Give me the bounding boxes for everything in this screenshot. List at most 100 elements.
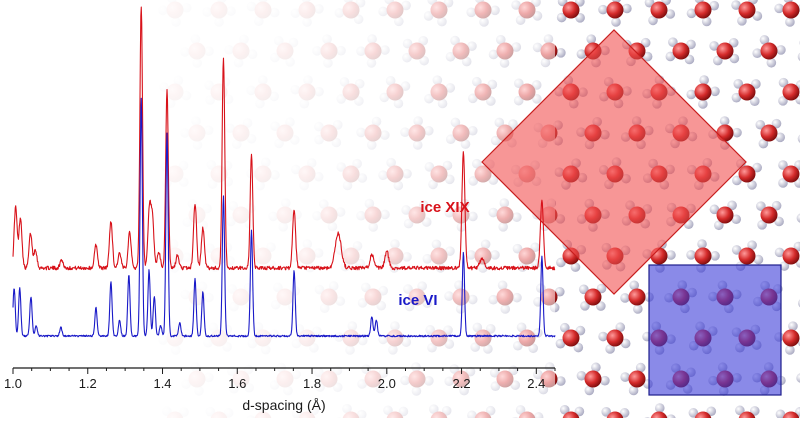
- oxygen-atom: [739, 84, 756, 101]
- oxygen-atom: [783, 2, 800, 19]
- hydrogen-atom: [666, 414, 676, 418]
- x-tick-label: 1.8: [303, 376, 321, 391]
- hydrogen-atom: [598, 5, 608, 15]
- oxygen-atom: [673, 43, 690, 60]
- hydrogen-atom: [720, 116, 730, 126]
- oxygen-atom: [695, 84, 712, 101]
- x-tick-label: 2.4: [527, 376, 545, 391]
- oxygen-atom: [585, 371, 602, 388]
- water-molecule: [756, 201, 784, 230]
- oxygen-atom: [761, 207, 778, 224]
- hydrogen-atom: [598, 332, 608, 342]
- water-molecule: [710, 201, 741, 231]
- oxygen-atom: [607, 330, 624, 347]
- water-molecule: [666, 37, 696, 64]
- oxygen-atom: [739, 2, 756, 19]
- oxygen-atom: [629, 289, 646, 306]
- hydrogen-atom: [774, 4, 784, 14]
- hydrogen-atom: [776, 45, 786, 55]
- hydrogen-atom: [622, 4, 632, 14]
- water-molecule: [557, 0, 585, 23]
- oxygen-atom: [651, 2, 668, 19]
- water-molecule: [731, 0, 762, 26]
- water-molecule: [778, 78, 800, 106]
- oxygen-atom: [783, 330, 800, 347]
- water-molecule: [796, 363, 800, 396]
- hydrogen-atom: [752, 48, 762, 58]
- oxygen-atom: [783, 84, 800, 101]
- x-tick-label: 1.0: [4, 376, 22, 391]
- hydrogen-atom: [666, 250, 676, 260]
- water-molecule: [774, 0, 800, 27]
- hydrogen-atom: [620, 372, 630, 382]
- water-molecule: [689, 406, 716, 418]
- hydrogen-atom: [697, 239, 707, 249]
- water-molecule: [709, 38, 739, 65]
- lattice-fade-overlay: [0, 0, 555, 418]
- ice-vi-unit-cell: [649, 265, 781, 395]
- hydrogen-atom: [556, 376, 566, 386]
- water-molecule: [579, 284, 606, 311]
- water-molecule: [752, 35, 785, 67]
- annotation-ice-vi: ice VI: [398, 292, 437, 309]
- oxygen-atom: [629, 371, 646, 388]
- water-molecule: [559, 405, 585, 418]
- oxygen-atom: [563, 330, 580, 347]
- hydrogen-atom: [710, 87, 720, 97]
- oxygen-atom: [783, 166, 800, 183]
- oxygen-atom: [607, 2, 624, 19]
- x-tick-label: 2.2: [453, 376, 471, 391]
- annotation-ice-xix: ice XIX: [420, 199, 469, 216]
- hydrogen-atom: [586, 34, 596, 44]
- oxygen-atom: [761, 43, 778, 60]
- hydrogen-atom: [620, 293, 630, 303]
- hydrogen-atom: [686, 250, 696, 260]
- x-tick-label: 1.6: [228, 376, 246, 391]
- hydrogen-atom: [600, 376, 610, 386]
- water-molecule: [577, 363, 610, 396]
- hydrogen-atom: [732, 128, 742, 138]
- water-molecule: [776, 407, 800, 418]
- oxygen-atom: [739, 248, 756, 265]
- x-tick-label: 1.4: [153, 376, 171, 391]
- water-molecule: [755, 119, 785, 149]
- water-molecule: [601, 407, 630, 418]
- hydrogen-atom: [797, 213, 800, 223]
- oxygen-atom: [651, 412, 668, 419]
- oxygen-atom: [563, 2, 580, 19]
- hydrogen-atom: [556, 48, 566, 58]
- oxygen-atom: [585, 289, 602, 306]
- hydrogen-atom: [633, 304, 643, 314]
- water-molecule: [797, 198, 800, 231]
- water-molecule: [598, 322, 630, 353]
- hydrogen-atom: [611, 17, 621, 27]
- water-molecule: [642, 403, 675, 418]
- water-molecule: [686, 75, 719, 109]
- x-tick-label: 2.0: [378, 376, 396, 391]
- water-molecule: [556, 323, 586, 352]
- water-molecule: [598, 0, 631, 27]
- x-tick-label: 1.2: [79, 376, 97, 391]
- oxygen-atom: [695, 2, 712, 19]
- oxygen-atom: [717, 207, 734, 224]
- hydrogen-atom: [710, 251, 720, 261]
- hydrogen-atom: [699, 75, 709, 85]
- water-molecule: [620, 363, 652, 396]
- water-molecule: [687, 0, 719, 26]
- oxygen-atom: [739, 166, 756, 183]
- hydrogen-atom: [785, 345, 795, 355]
- hydrogen-atom: [698, 99, 708, 109]
- hydrogen-atom: [796, 373, 800, 383]
- oxygen-atom: [761, 125, 778, 142]
- water-molecule: [734, 406, 760, 418]
- hydrogen-atom: [788, 321, 798, 331]
- hydrogen-atom: [655, 403, 665, 413]
- oxygen-atom: [783, 248, 800, 265]
- water-molecule: [645, 0, 675, 25]
- hydrogen-atom: [785, 17, 795, 27]
- water-molecule: [778, 160, 800, 188]
- oxygen-atom: [695, 248, 712, 265]
- water-molecule: [732, 79, 761, 106]
